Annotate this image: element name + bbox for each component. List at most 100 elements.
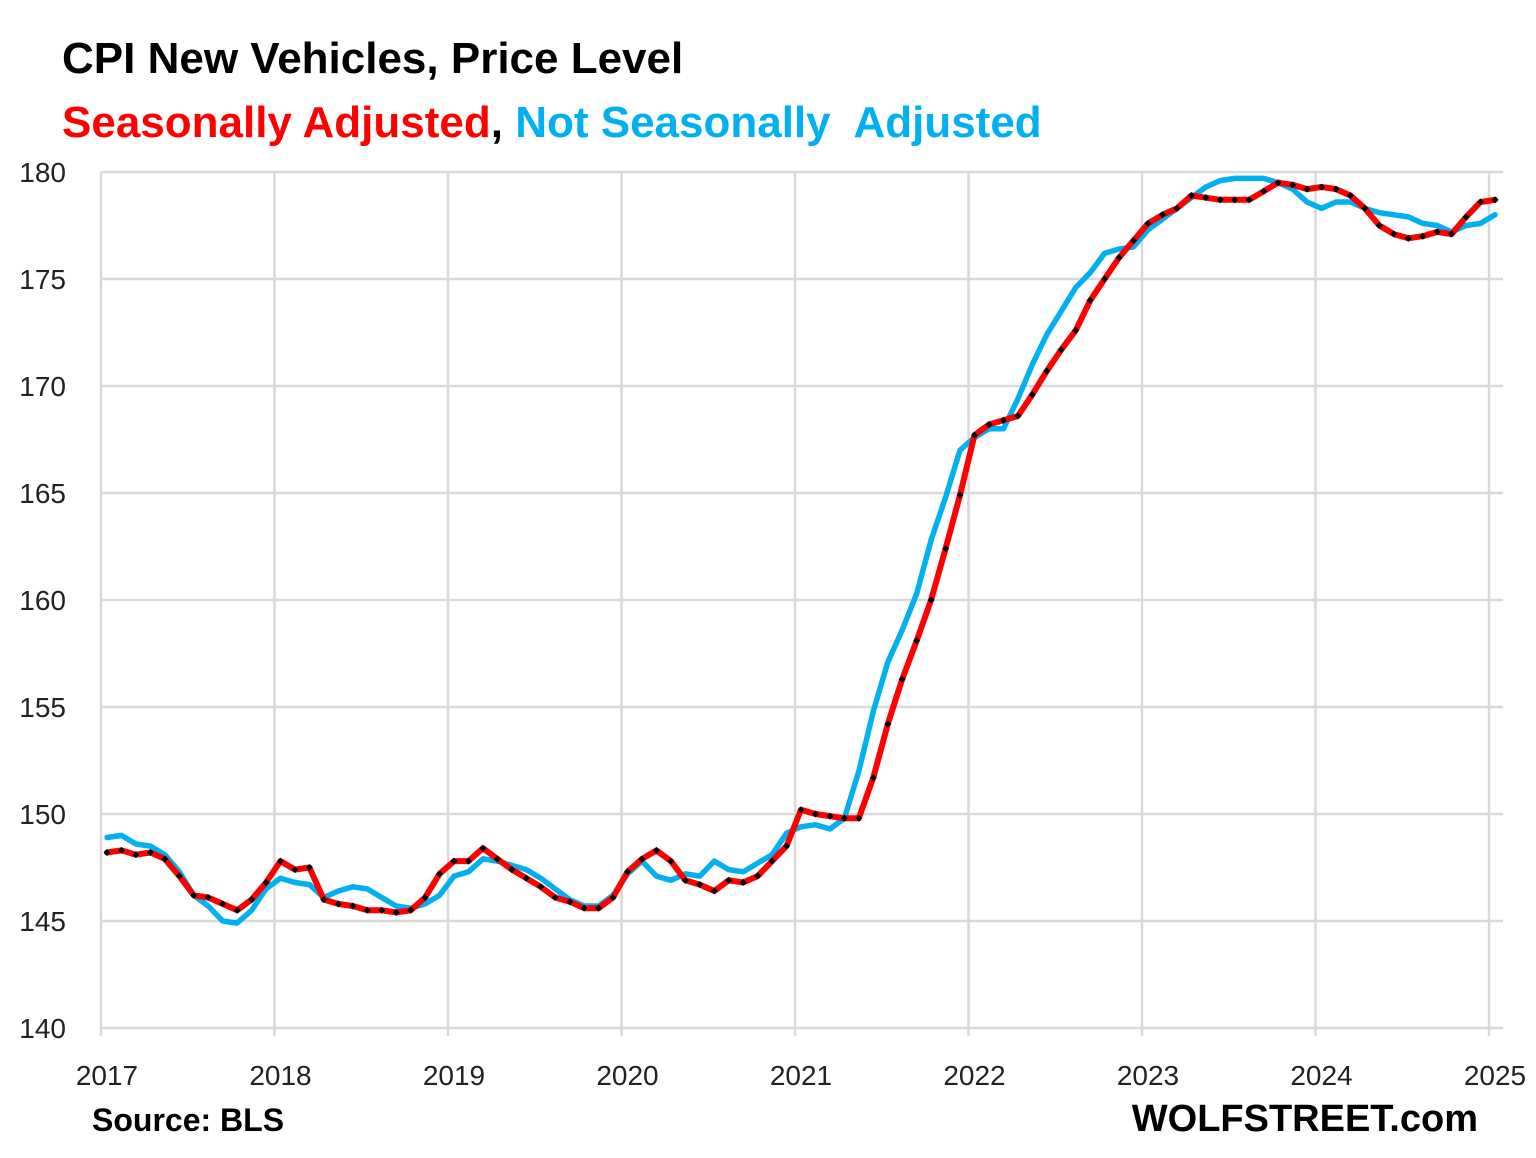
data-point-sa [1477,198,1485,206]
data-point-sa [855,814,863,822]
data-point-sa [927,596,935,604]
data-point-sa [305,864,313,871]
data-point-sa [739,878,747,886]
y-tick-label: 145 [19,906,66,937]
legend-separator: , [490,98,516,147]
data-point-sa [436,870,444,878]
data-point-sa [537,883,545,891]
data-point-sa [595,904,603,912]
data-point-sa [1216,196,1224,204]
data-point-sa [1491,196,1499,204]
data-point-sa [869,774,877,782]
data-point-sa [1433,228,1441,236]
data-point-sa [768,857,776,865]
data-point-sa [508,866,516,874]
x-tick-label: 2019 [423,1060,485,1091]
data-point-sa [884,720,892,728]
y-tick-label: 160 [19,585,66,616]
data-point-sa [1043,367,1051,375]
data-point-sa [638,855,646,863]
data-point-sa [479,844,487,852]
data-point-sa [725,876,733,884]
data-point-sa [1130,236,1138,244]
data-point-sa [942,545,950,553]
x-tick-label: 2023 [1117,1060,1179,1091]
data-point-sa [999,416,1007,424]
data-point-sa [913,637,921,645]
data-point-sa [219,900,227,908]
data-point-sa [1361,204,1369,212]
data-point-sa [1346,192,1354,200]
data-point-sa [421,893,429,901]
data-point-sa [1332,185,1340,193]
data-point-sa [1014,412,1022,420]
chart-title: CPI New Vehicles, Price Level [62,34,684,83]
data-point-sa [696,881,704,889]
legend-nsa: Not Seasonally Adjusted [515,98,1042,147]
data-point-sa [1115,254,1123,262]
data-point-sa [161,855,169,863]
data-point-sa [1245,196,1253,204]
y-tick-label: 140 [19,1013,66,1044]
data-point-sa [971,431,978,439]
x-tick-label: 2020 [596,1060,658,1091]
data-point-sa [1028,391,1036,399]
data-point-sa [1375,222,1383,229]
source-label: Source: BLS [92,1102,285,1138]
x-tick-label: 2025 [1464,1060,1526,1091]
data-point-sa [1173,204,1181,212]
data-point-sa [609,893,617,901]
data-point-sa [363,906,371,914]
data-point-sa [407,906,415,914]
data-point-sa [1289,181,1297,189]
data-point-sa [493,855,501,863]
data-point-sa [826,812,834,820]
data-point-sa [392,908,400,916]
data-point-sa [1303,185,1311,193]
data-point-sa [1462,213,1470,221]
data-point-sa [754,872,762,880]
x-tick-label: 2024 [1290,1060,1352,1091]
data-point-sa [378,906,386,914]
brand-label: WOLFSTREET.com [1131,1098,1478,1140]
data-point-sa [204,893,212,901]
data-point-sa [146,849,154,857]
x-tick-label: 2018 [249,1060,311,1091]
y-tick-label: 180 [19,157,66,188]
data-point-sa [233,906,241,914]
data-point-sa [1101,275,1109,283]
data-point-sa [580,904,588,912]
series-line-nsa [104,175,1498,926]
data-point-sa [985,421,993,429]
data-point-sa [898,675,906,683]
y-tick-label: 175 [19,264,66,295]
data-point-sa [334,900,342,908]
data-point-sa [956,491,964,499]
data-point-sa [681,876,689,884]
data-point-sa [840,814,848,822]
data-point-sa [1187,192,1195,200]
y-tick-label: 150 [19,799,66,830]
data-point-sa [783,842,791,850]
data-point-sa [291,866,299,874]
data-point-sa [320,896,328,904]
data-point-sa [1202,194,1210,202]
data-point-sa [248,896,256,904]
data-point-sa [1390,230,1398,238]
data-point-sa [349,902,357,910]
data-point-sa [262,878,270,886]
series-line-sa [104,179,1498,916]
x-tick-label: 2017 [76,1060,138,1091]
data-point-sa [1419,232,1427,240]
data-point-sa [1057,346,1065,354]
data-point-sa [652,846,660,854]
data-point-sa [103,849,111,857]
data-point-sa [1086,296,1094,304]
legend-sa: Seasonally Adjusted [62,98,491,147]
y-tick-label: 165 [19,478,66,509]
data-point-sa [551,893,559,901]
data-point-sa [1448,230,1456,238]
data-point-sa [450,857,458,865]
data-point-sa [797,806,805,814]
data-point-sa [1260,187,1268,195]
